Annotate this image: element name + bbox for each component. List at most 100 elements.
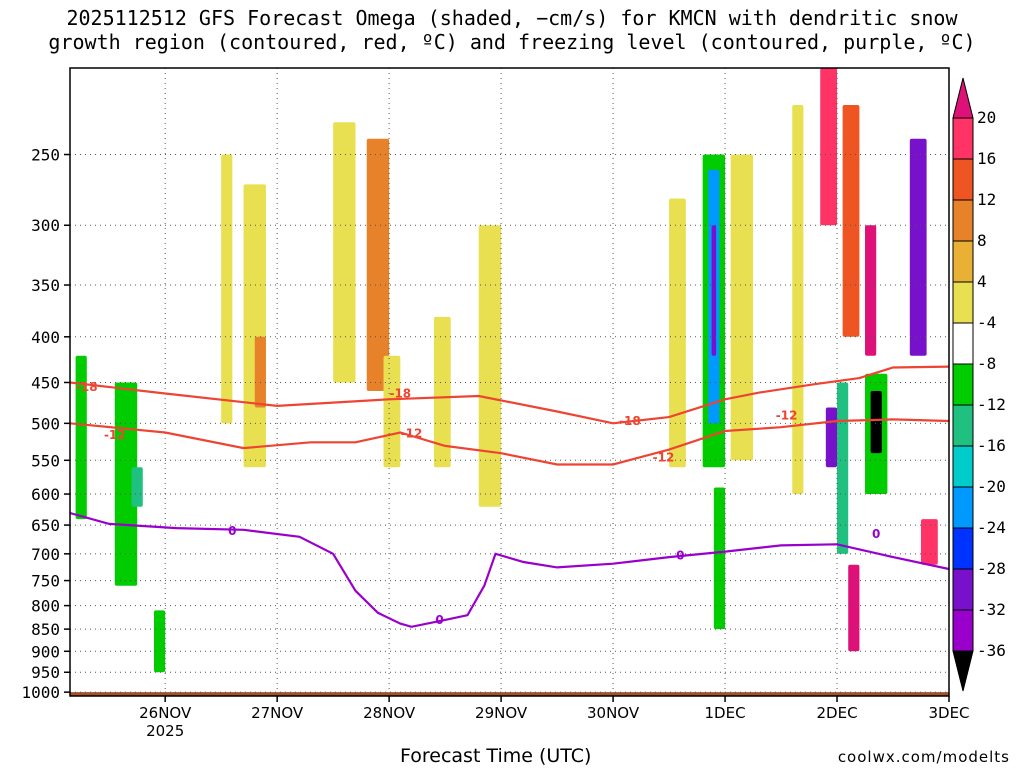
title-line-1: 2025112512 GFS Forecast Omega (shaded, −… xyxy=(66,6,958,30)
omega-cell xyxy=(825,407,838,468)
x-tick-label: 3DEC xyxy=(928,704,969,722)
omega-cell xyxy=(921,519,938,565)
omega-shading xyxy=(75,68,938,673)
colorbar-bottom-arrow xyxy=(952,650,974,692)
x-tick-label: 27NOV xyxy=(251,704,304,722)
y-tick-label: 400 xyxy=(31,328,60,347)
colorbar-label: -12 xyxy=(977,395,1006,414)
y-tick-label: 250 xyxy=(31,146,60,165)
colorbar-swatch xyxy=(952,363,974,406)
colorbar-top-arrow xyxy=(952,77,974,119)
y-tick-label: 950 xyxy=(31,663,60,682)
colorbar-swatch xyxy=(952,240,974,283)
colorbar-swatch xyxy=(952,158,974,201)
omega-cell xyxy=(153,610,166,673)
colorbar-swatch xyxy=(952,199,974,242)
colorbar-swatch xyxy=(952,486,974,529)
omega-cell xyxy=(848,564,860,652)
colorbar-label: -4 xyxy=(977,313,996,332)
colorbar-swatch xyxy=(952,404,974,447)
y-tick-label: 600 xyxy=(31,485,60,504)
freezing-contour xyxy=(70,511,949,628)
omega-cell xyxy=(909,138,927,356)
ground-surface xyxy=(70,692,949,696)
omega-cell xyxy=(243,184,266,468)
omega-cell xyxy=(366,138,390,392)
colorbar-label: -32 xyxy=(977,600,1006,619)
y-tick-label: 900 xyxy=(31,642,60,661)
colorbar-label: -20 xyxy=(977,477,1006,496)
colorbar-swatch xyxy=(952,322,974,365)
colorbar-swatch xyxy=(952,281,974,324)
omega-cell xyxy=(865,225,877,356)
omega-cell xyxy=(792,104,804,495)
omega-cell xyxy=(75,355,87,520)
omega-cell xyxy=(114,382,138,586)
colorbar-label: 4 xyxy=(977,272,987,291)
x-axis-label: Forecast Time (UTC) xyxy=(400,745,592,767)
x-tick-label: 28NOV xyxy=(363,704,416,722)
freezing-contour-label: 0 xyxy=(872,527,880,541)
omega-cell xyxy=(669,198,686,468)
x-tick-label: 30NOV xyxy=(587,704,640,722)
x-tick-label: 26NOV xyxy=(139,704,192,722)
omega-cell xyxy=(433,316,451,468)
colorbar-swatch xyxy=(952,117,974,160)
contour-lines: -18 -18 -18 -12 -12 -12 -12 0 0 0 0 xyxy=(70,365,949,628)
colorbar-label: -16 xyxy=(977,436,1006,455)
dgz-contour-label: -18 xyxy=(389,387,411,401)
dgz-contour xyxy=(70,365,949,425)
colorbar-swatch xyxy=(952,527,974,570)
y-tick-label: 300 xyxy=(31,216,60,235)
colorbar-label: 20 xyxy=(977,108,996,127)
freezing-contour-label: 0 xyxy=(228,524,236,538)
colorbar-label: 8 xyxy=(977,231,987,250)
x-tick-label: 1DEC xyxy=(705,704,746,722)
omega-cell xyxy=(730,154,754,461)
y-tick-label: 700 xyxy=(31,545,60,564)
y-tick-label: 850 xyxy=(31,620,60,639)
omega-cell xyxy=(820,68,838,226)
omega-cell xyxy=(478,225,502,507)
title-line-2: growth region (contoured, red, ºC) and f… xyxy=(48,30,976,54)
colorbar-label: 12 xyxy=(977,190,996,209)
y-axis: 250 300 350 400 450 500 550 600 650 700 750 800 850 9… xyxy=(21,146,70,702)
colorbar-label: -8 xyxy=(977,354,996,373)
omega-cell xyxy=(221,154,233,424)
dgz-contour-label: -12 xyxy=(104,428,126,442)
plot-background xyxy=(70,68,949,696)
omega-cell xyxy=(254,336,266,408)
y-tick-label: 650 xyxy=(31,516,60,535)
omega-cell xyxy=(383,355,401,468)
freezing-contour-label: 0 xyxy=(676,548,684,562)
x-tick-label: 2DEC xyxy=(817,704,858,722)
colorbar-label: -24 xyxy=(977,518,1006,537)
y-tick-label: 800 xyxy=(31,597,60,616)
colorbar-swatch xyxy=(952,445,974,488)
dgz-contour-label: -18 xyxy=(76,380,98,394)
dgz-contour-label: -12 xyxy=(401,426,423,440)
omega-cell xyxy=(842,104,860,337)
dgz-contour-label: -18 xyxy=(619,414,641,428)
dgz-contour xyxy=(70,418,949,466)
colorbar-label: -36 xyxy=(977,641,1006,660)
colorbar-swatch xyxy=(952,609,974,652)
colorbar-label: 16 xyxy=(977,149,996,168)
omega-cell xyxy=(333,122,356,383)
omega-cell xyxy=(870,391,882,454)
y-tick-label: 350 xyxy=(31,276,60,295)
omega-cell xyxy=(837,382,849,554)
y-tick-label: 550 xyxy=(31,451,60,470)
chart-title: 2025112512 GFS Forecast Omega (shaded, −… xyxy=(0,6,1024,54)
y-tick-label: 1000 xyxy=(21,683,60,702)
dgz-contour-label: -12 xyxy=(653,450,675,464)
colorbar-label: -28 xyxy=(977,559,1006,578)
y-tick-label: 750 xyxy=(31,572,60,591)
x-tick-sublabel: 2025 xyxy=(146,722,184,740)
y-tick-label: 450 xyxy=(31,373,60,392)
omega-cell xyxy=(711,225,717,356)
y-tick-label: 500 xyxy=(31,414,60,433)
omega-cell xyxy=(131,467,143,507)
